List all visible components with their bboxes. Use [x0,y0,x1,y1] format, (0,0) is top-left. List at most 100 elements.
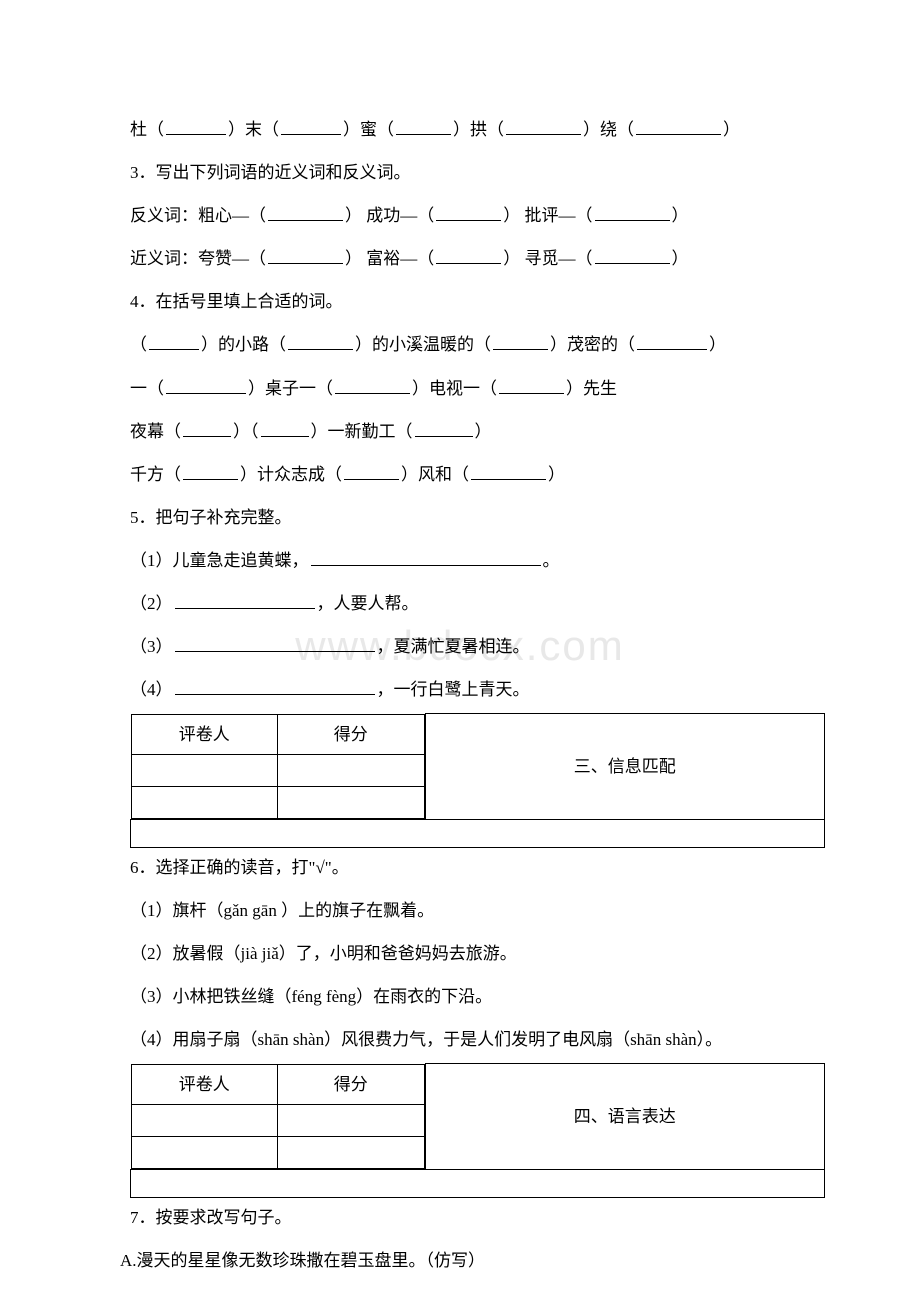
text: ） [723,120,740,139]
text: 反义词：粗心—（ [130,206,266,225]
blank[interactable] [175,632,375,652]
grader-cell[interactable] [131,1104,278,1136]
text: ）风和（ [401,465,469,484]
text: （1）儿童急走追黄蝶， [130,551,309,570]
blank[interactable] [415,416,473,436]
q5-item2: （2） ，人要人帮。 [130,584,790,623]
q4-title: 4．在括号里填上合适的词。 [130,282,790,321]
text: ）的小路（ [201,335,286,354]
text: ，人要人帮。 [317,594,419,613]
blank[interactable] [261,416,309,436]
text: ） [475,422,492,441]
text: （4） [130,680,173,699]
text: ）绕（ [583,120,634,139]
blank[interactable] [637,330,707,350]
q3-antonym: 反义词：粗心—（ ） 成功—（ ） 批评—（ ） [130,196,790,235]
text: ）茂密的（ [550,335,635,354]
score-header: 得分 [278,1064,425,1104]
section4-title: 四、语言表达 [425,1064,824,1170]
q7-item1: A.漫天的星星像无数珍珠撒在碧玉盘里。（仿写） [120,1241,790,1280]
q3-synonym: 近义词：夸赞—（ ） 富裕—（ ） 寻觅—（ ） [130,239,790,278]
text: ）计众志成（ [240,465,342,484]
q2-line2: 杜（ ）末（ ）蜜（ ）拱（ ）绕（ ） [130,110,790,149]
q4-line1: （）的小路（）的小溪温暖的（）茂密的（） [130,325,790,364]
q5-title: 5．把句子补充完整。 [130,498,790,537]
blank[interactable] [595,244,670,264]
section3-title: 三、信息匹配 [425,714,824,820]
blank[interactable] [281,115,341,135]
grader-cell2[interactable] [131,786,278,818]
blank[interactable] [288,330,353,350]
text: ） 富裕—（ [345,249,434,268]
blank[interactable] [183,459,238,479]
text: ） [548,465,565,484]
blank[interactable] [396,115,451,135]
text: （3） [130,637,173,656]
blank[interactable] [166,373,246,393]
text: ）拱（ [453,120,504,139]
grader-cell2[interactable] [131,1136,278,1168]
q6-item3: （3）小林把铁丝缝（féng fèng）在雨衣的下沿。 [130,977,790,1016]
text: ）先生 [566,379,617,398]
blank[interactable] [344,459,399,479]
blank[interactable] [506,115,581,135]
text: ，一行白鹭上青天。 [377,680,530,699]
text: ） [672,249,689,268]
text: ）的小溪温暖的（ [355,335,491,354]
q6-item4: （4）用扇子扇（shān shàn）风很费力气，于是人们发明了电风扇（shān … [130,1020,790,1059]
blank[interactable] [175,589,315,609]
blank[interactable] [471,459,546,479]
text: ）蜜（ [343,120,394,139]
score-cell[interactable] [278,754,425,786]
q7-title: 7．按要求改写句子。 [130,1198,790,1237]
text: ） 成功—（ [345,206,434,225]
blank[interactable] [493,330,548,350]
text: ） [709,335,726,354]
text: （2） [130,594,173,613]
text: 夜幕（ [130,422,181,441]
blank[interactable] [175,675,375,695]
empty-row [131,819,825,847]
score-cell2[interactable] [278,786,425,818]
text: ）（ [233,422,259,441]
blank[interactable] [149,330,199,350]
blank[interactable] [335,373,410,393]
text: ） 批评—（ [503,206,592,225]
score-header: 得分 [278,714,425,754]
text: ） 寻觅—（ [503,249,592,268]
q6-title: 6．选择正确的读音，打"√"。 [130,848,790,887]
q5-item3: （3），夏满忙夏暑相连。 [130,627,790,666]
q4-line2: 一（）桌子一（）电视一（）先生 [130,369,790,408]
blank[interactable] [311,546,541,566]
blank[interactable] [268,244,343,264]
text: ） [672,206,689,225]
blank[interactable] [595,201,670,221]
text: 近义词：夸赞—（ [130,249,266,268]
q4-line3: 夜幕（ ）（ ）一新勤工（ ） [130,412,790,451]
q5-item1: （1）儿童急走追黄蝶， 。 [130,541,790,580]
q5-item4: （4） ，一行白鹭上青天。 [130,670,790,709]
blank[interactable] [636,115,721,135]
text: ）一新勤工（ [311,422,413,441]
text: 千方（ [130,465,181,484]
section4-table: 评卷人 得分 四、语言表达 [130,1063,825,1198]
q3-title: 3．写出下列词语的近义词和反义词。 [130,153,790,192]
text: ）末（ [228,120,279,139]
blank[interactable] [499,373,564,393]
q6-item1: （1）旗杆（gǎn gān ）上的旗子在飘着。 [130,891,790,930]
text: 。 [543,551,560,570]
blank[interactable] [166,115,226,135]
score-cell2[interactable] [278,1136,425,1168]
text: ）桌子一（ [248,379,333,398]
blank[interactable] [183,416,231,436]
blank[interactable] [268,201,343,221]
blank[interactable] [436,201,501,221]
q4-line4: 千方（ ）计众志成（ ）风和（ ） [130,455,790,494]
grader-header: 评卷人 [131,714,278,754]
score-cell[interactable] [278,1104,425,1136]
grader-cell[interactable] [131,754,278,786]
q6-item2: （2）放暑假（jià jiǎ）了，小明和爸爸妈妈去旅游。 [130,934,790,973]
section3-table: 评卷人 得分 三、信息匹配 [130,713,825,848]
blank[interactable] [436,244,501,264]
text: 杜（ [130,120,164,139]
